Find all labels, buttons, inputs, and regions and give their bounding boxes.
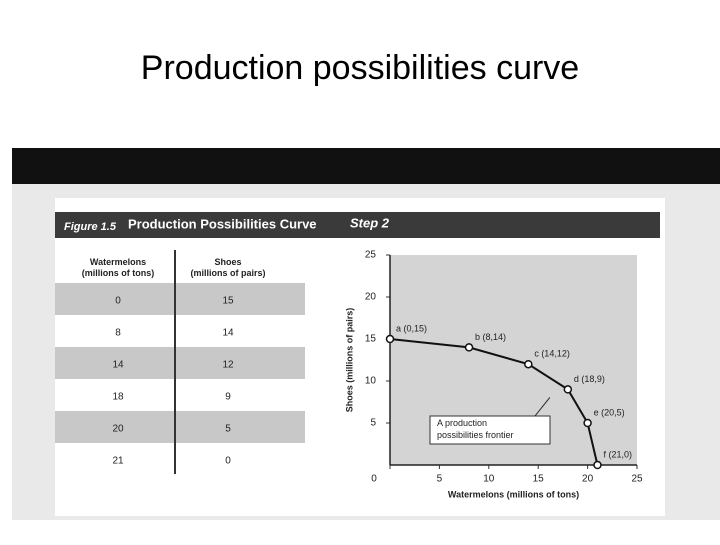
table-cell: 14 — [112, 360, 124, 371]
table-cell: 12 — [222, 360, 234, 371]
x-tick-label: 15 — [533, 474, 545, 485]
table-header: Shoes (millions of pairs) — [190, 257, 265, 278]
table-cell: 21 — [112, 456, 124, 467]
x-tick-label: 25 — [631, 474, 643, 485]
x-tick-label: 0 — [371, 474, 377, 485]
x-tick-label: 20 — [582, 474, 594, 485]
x-tick-label: 10 — [483, 474, 495, 485]
table-cell: 9 — [225, 392, 231, 403]
table-cell: 5 — [225, 424, 231, 435]
y-tick-label: 15 — [365, 334, 377, 345]
point-label: c (14,12) — [534, 349, 570, 359]
annotation-box — [429, 415, 551, 445]
point-label: d (18,9) — [574, 374, 605, 384]
table-row-shade — [55, 411, 305, 443]
data-table: Watermelons (millions of tons) Shoes (milli… — [55, 250, 305, 474]
figure-step: Step 2 — [350, 215, 390, 230]
y-tick-label: 20 — [365, 292, 377, 303]
y-axis-label: Shoes (millions of pairs) — [344, 308, 354, 413]
point-marker — [524, 359, 533, 369]
table-cell: 0 — [115, 296, 121, 307]
slide-title: Production possibilities curve — [141, 49, 579, 87]
annotation-pointer — [534, 397, 551, 417]
x-tick-label: 5 — [437, 474, 443, 485]
point-label: f (21,0) — [603, 449, 632, 459]
point-marker — [385, 334, 395, 344]
table-cell: 18 — [112, 392, 124, 403]
y-tick-label: 25 — [365, 250, 377, 261]
x-axis-label: Watermelons (millions of tons) — [448, 489, 579, 499]
point-label: e (20,5) — [594, 407, 625, 417]
annotation: A production possibilities frontier — [437, 418, 514, 440]
point-label: a (0,15) — [396, 323, 427, 333]
figure-header — [55, 212, 660, 238]
table-cell: 15 — [222, 296, 234, 307]
point-marker — [593, 460, 602, 470]
point-marker — [464, 343, 474, 352]
y-tick-label: 10 — [365, 376, 377, 387]
point-label: b (8,14) — [475, 332, 506, 342]
table-cell: 8 — [115, 328, 121, 339]
table-row-shade — [55, 283, 305, 315]
chart: 0 5 10 15 20 25 5 10 15 20 25 Watermelons (millions… — [344, 250, 643, 500]
table-header: Watermelons (millions of tons) — [82, 257, 155, 278]
table-row-shade — [55, 347, 305, 379]
table-cell: 14 — [222, 328, 234, 339]
table-cell: 20 — [112, 424, 124, 435]
series-line — [389, 338, 599, 466]
point-marker — [563, 385, 573, 394]
y-tick-label: 5 — [370, 418, 376, 429]
figure-label: Figure 1.5 — [64, 221, 117, 233]
table-cell: 0 — [225, 456, 231, 467]
point-marker — [583, 418, 592, 428]
scan-band — [12, 148, 720, 184]
figure-title: Production Possibilities Curve — [128, 216, 317, 231]
